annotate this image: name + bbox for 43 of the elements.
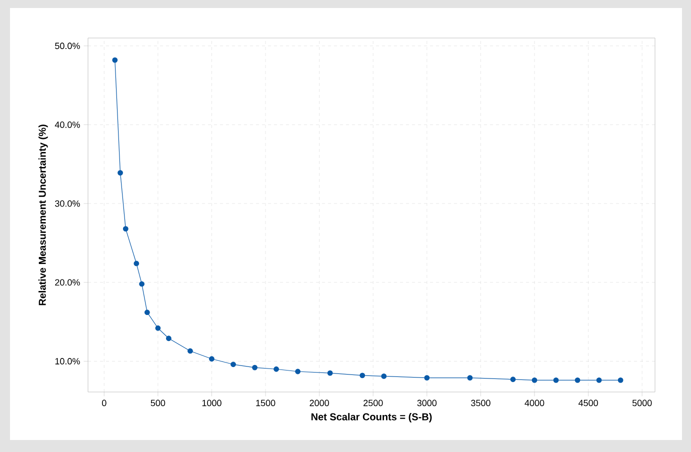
point	[553, 377, 559, 383]
point	[381, 374, 387, 379]
y-tick-label: 40.0%	[54, 122, 80, 128]
point	[574, 377, 580, 383]
point	[118, 170, 123, 176]
point	[618, 377, 624, 383]
point	[424, 375, 430, 380]
point	[155, 325, 161, 331]
x-tick-label: 500	[150, 400, 166, 406]
x-tick-label: 3000	[417, 400, 437, 406]
x-tick-label: 4500	[578, 400, 598, 406]
x-tick-label: 3500	[471, 400, 490, 406]
point	[327, 370, 333, 376]
point	[467, 375, 473, 380]
point	[188, 348, 193, 354]
x-tick-label: 5000	[632, 400, 652, 406]
point	[166, 336, 172, 342]
point	[112, 57, 118, 63]
point	[274, 366, 279, 372]
x-tick-label: 1500	[256, 400, 276, 406]
x-axis-title: Net Scalar Counts = (S-B)	[311, 413, 432, 422]
point	[596, 377, 602, 383]
y-tick-label: 50.0%	[55, 42, 80, 50]
point	[139, 281, 144, 287]
point	[230, 362, 236, 368]
point	[252, 364, 258, 370]
point	[532, 377, 538, 383]
point	[360, 372, 366, 378]
point	[295, 368, 301, 374]
x-tick-label: 0	[102, 400, 106, 406]
y-tick-label: 30.0%	[55, 200, 80, 207]
x-tick-label: 4000	[524, 400, 544, 406]
point	[209, 356, 214, 362]
y-tick-label: 20.0%	[55, 279, 80, 286]
point	[510, 376, 516, 382]
x-tick-label: 2000	[310, 400, 329, 406]
x-tick-label: 2500	[364, 400, 383, 406]
x-tick-label: 1000	[202, 400, 222, 406]
point	[122, 226, 128, 232]
point	[144, 310, 150, 316]
point	[134, 260, 140, 266]
y-tick-label: 10.0%	[55, 358, 80, 364]
y-axis-title: Relative Measurement Uncertainty (%)	[38, 124, 48, 306]
